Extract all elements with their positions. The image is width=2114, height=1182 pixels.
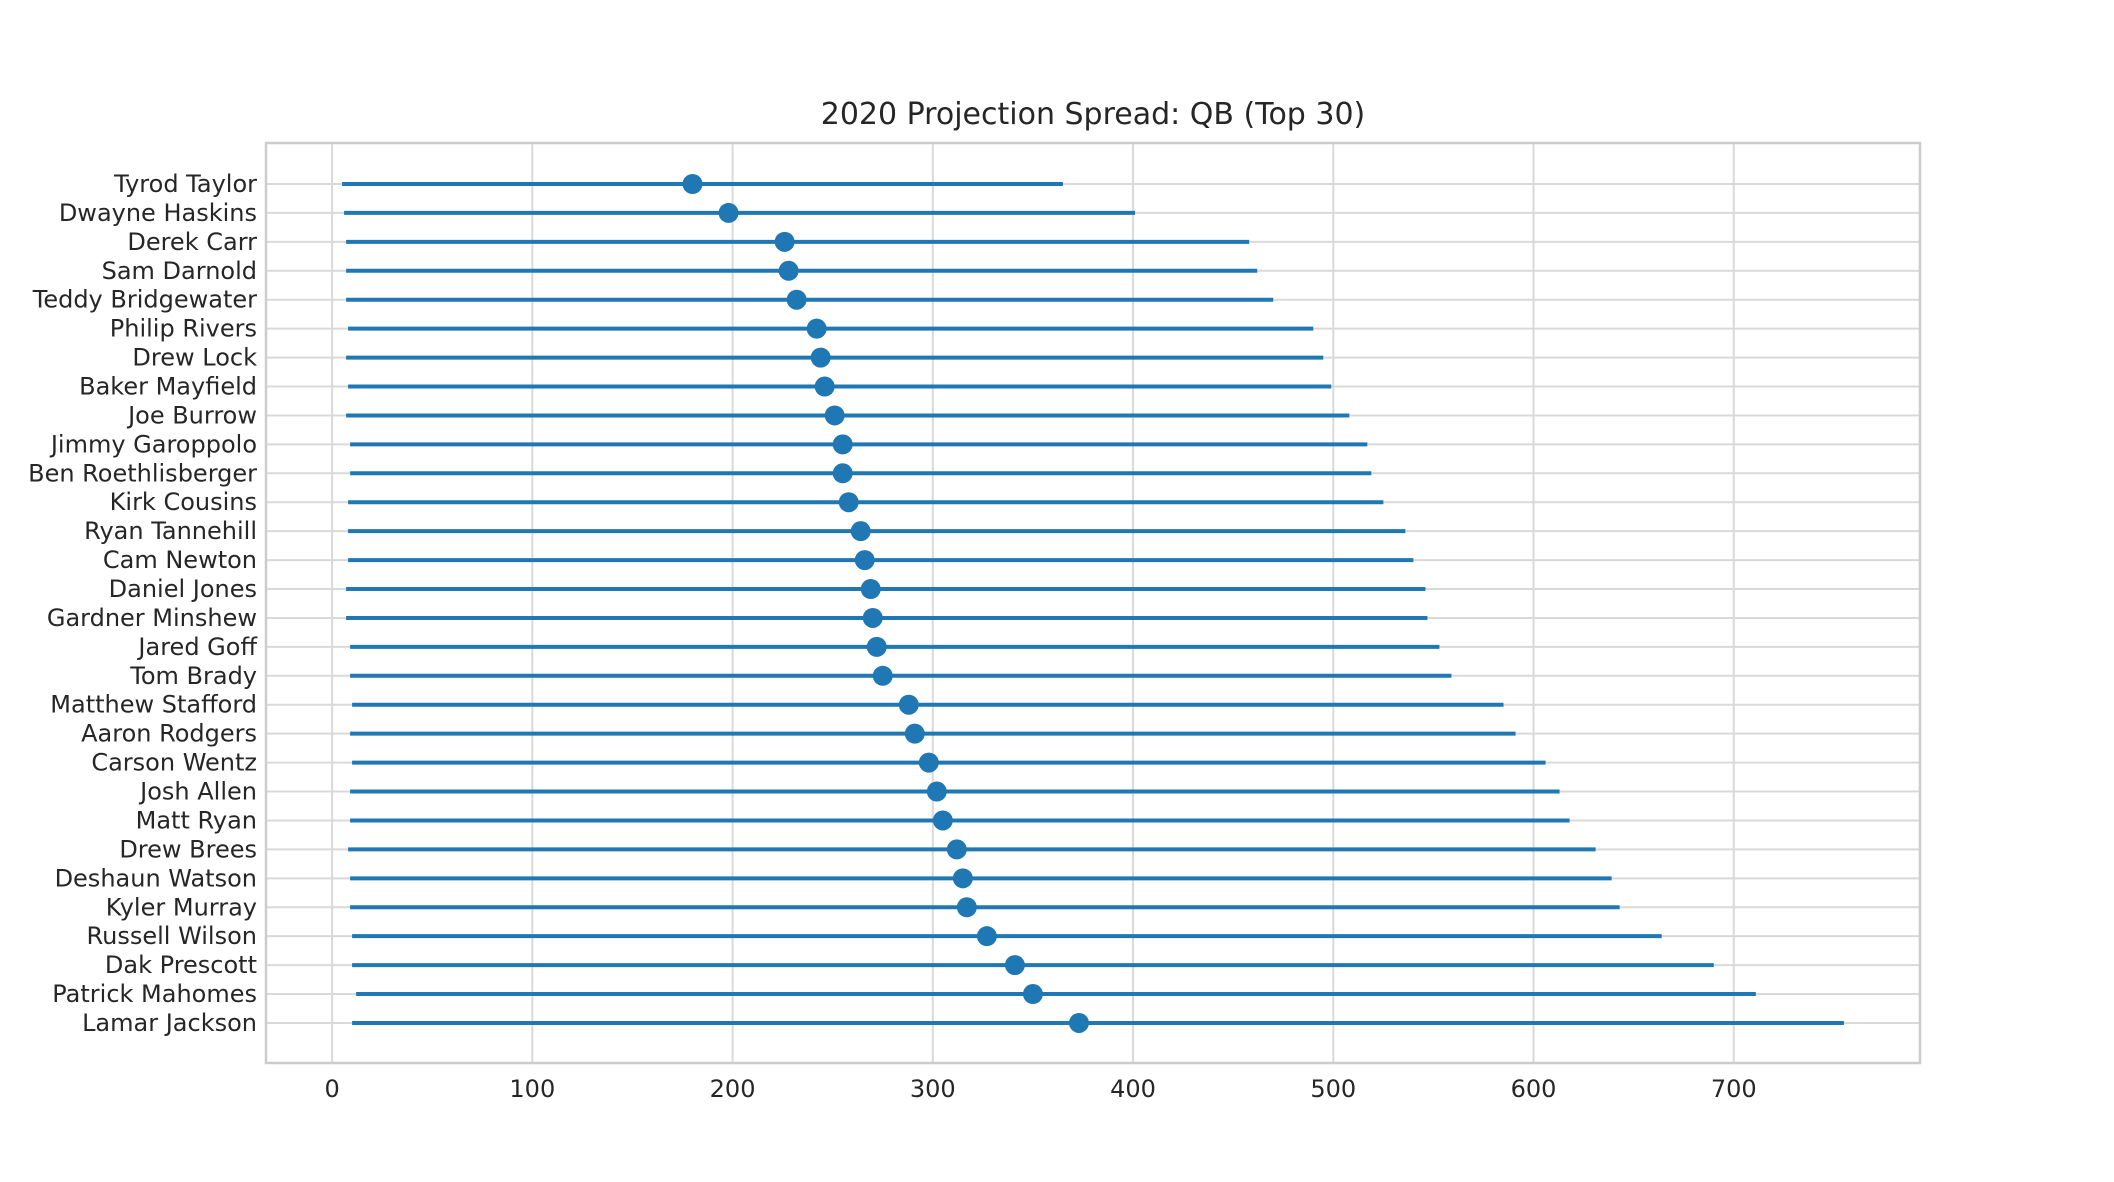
player-label: Carson Wentz <box>91 749 257 777</box>
projection-dot <box>872 665 893 686</box>
player-label: Lamar Jackson <box>82 1009 257 1037</box>
plot-frame <box>264 141 1922 1065</box>
projection-dot <box>976 926 997 947</box>
projection-dot <box>824 405 845 426</box>
player-label: Cam Newton <box>103 546 257 574</box>
player-label: Jimmy Garoppolo <box>49 430 257 458</box>
range-lines <box>342 182 1844 1025</box>
projection-dot <box>898 694 919 715</box>
player-label: Jared Goff <box>136 633 257 661</box>
player-label: Matthew Stafford <box>50 691 257 719</box>
projection-dot <box>718 202 739 223</box>
player-label: Sam Darnold <box>102 257 257 285</box>
x-tick-label: 400 <box>1110 1075 1156 1103</box>
projection-dot <box>866 636 887 657</box>
projection-dot <box>918 752 939 773</box>
player-label: Deshaun Watson <box>55 864 257 892</box>
player-label: Ryan Tannehill <box>84 517 257 545</box>
projection-dot <box>1004 955 1025 976</box>
x-tick-label: 100 <box>509 1075 555 1103</box>
projection-dot <box>814 376 835 397</box>
projection-dot <box>904 723 925 744</box>
x-tick-label: 0 <box>324 1075 339 1103</box>
player-label: Kyler Murray <box>106 893 257 921</box>
player-label: Ben Roethlisberger <box>28 459 257 487</box>
player-label: Tom Brady <box>129 662 257 690</box>
projection-dot <box>778 260 799 281</box>
player-label: Baker Mayfield <box>79 373 257 401</box>
projection-dot <box>832 463 853 484</box>
player-label: Aaron Rodgers <box>81 720 257 748</box>
player-label: Daniel Jones <box>109 575 257 603</box>
projection-dot <box>854 550 875 571</box>
projection-dot <box>838 492 859 513</box>
x-tick-label: 600 <box>1511 1075 1557 1103</box>
player-label: Russell Wilson <box>87 922 257 950</box>
player-label: Matt Ryan <box>136 806 257 834</box>
player-label: Dwayne Haskins <box>59 199 257 227</box>
x-tick-label: 500 <box>1310 1075 1356 1103</box>
x-tick-label: 700 <box>1711 1075 1757 1103</box>
projection-dot <box>1068 1012 1089 1033</box>
chart-title: 2020 Projection Spread: QB (Top 30) <box>821 97 1366 132</box>
player-label: Joe Burrow <box>126 401 257 429</box>
player-label: Gardner Minshew <box>47 604 257 632</box>
projection-dot <box>946 839 967 860</box>
projection-dot <box>956 897 977 918</box>
projection-dot <box>806 318 827 339</box>
projection-dot <box>832 434 853 455</box>
x-tick-label: 300 <box>910 1075 956 1103</box>
player-label: Drew Lock <box>132 344 257 372</box>
projection-dot <box>850 521 871 542</box>
player-label: Teddy Bridgewater <box>32 286 257 314</box>
projection-dot <box>774 231 795 252</box>
projection-dot <box>862 607 883 628</box>
player-label: Philip Rivers <box>110 315 257 343</box>
player-label: Patrick Mahomes <box>52 980 257 1008</box>
player-label: Dak Prescott <box>105 951 257 979</box>
projection-dot <box>682 174 703 194</box>
projection-dot <box>1022 984 1043 1005</box>
player-label: Tyrod Taylor <box>113 170 257 198</box>
projection-dot <box>786 289 807 310</box>
projection-dot <box>926 781 947 802</box>
player-label: Kirk Cousins <box>110 488 257 516</box>
gridlines <box>266 143 1920 1063</box>
projection-dot <box>810 347 831 368</box>
player-label: Derek Carr <box>127 228 257 256</box>
x-tick-label: 200 <box>710 1075 756 1103</box>
projection-dot <box>860 579 881 600</box>
projection-dots <box>682 174 1089 1033</box>
projection-dot <box>952 868 973 889</box>
projection-dot <box>932 810 953 831</box>
player-label: Josh Allen <box>138 778 257 806</box>
player-label: Drew Brees <box>119 835 257 863</box>
x-tick-labels: 0 100 200 300 400 500 600 700 <box>324 1075 1756 1103</box>
